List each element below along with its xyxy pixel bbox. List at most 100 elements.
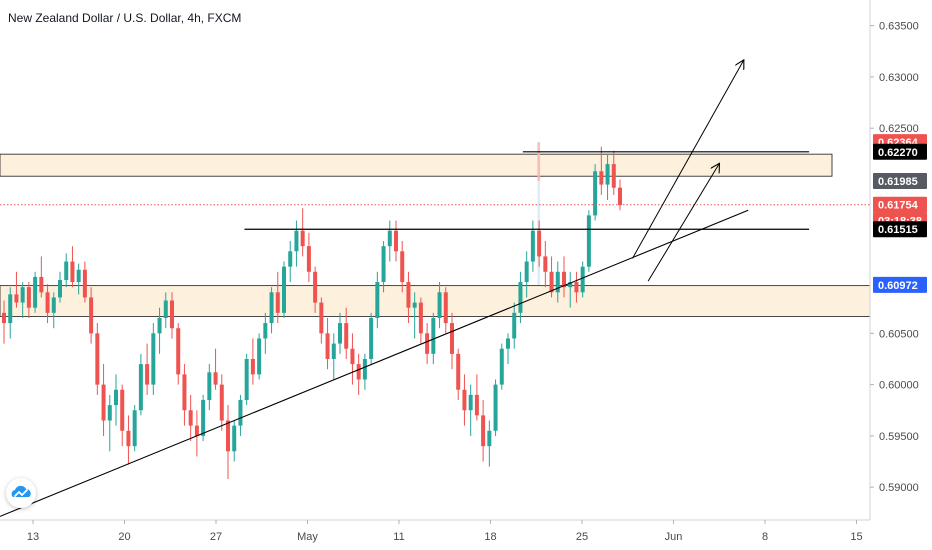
candle-body bbox=[176, 328, 181, 375]
price-tag bbox=[873, 143, 927, 160]
candle-body bbox=[8, 294, 13, 324]
price-tag-label: 0.60972 bbox=[878, 280, 918, 292]
candle-body bbox=[250, 358, 255, 375]
candle-body bbox=[593, 171, 598, 216]
candle-body bbox=[64, 261, 69, 280]
candle-body bbox=[381, 246, 386, 283]
candle-body bbox=[51, 297, 56, 313]
candle-body bbox=[387, 230, 392, 247]
time-tick-label: 20 bbox=[118, 531, 130, 543]
candle-body bbox=[282, 266, 286, 313]
candle-body bbox=[263, 323, 268, 339]
candle-body bbox=[45, 292, 50, 313]
candle-body bbox=[170, 300, 174, 329]
candle-body bbox=[188, 410, 193, 426]
candle-body bbox=[369, 317, 374, 359]
candle-body bbox=[481, 415, 486, 447]
lower-zone bbox=[0, 285, 871, 317]
candle-body bbox=[605, 164, 610, 185]
price-tick-label: 0.60500 bbox=[879, 328, 919, 340]
candle-body bbox=[518, 282, 523, 313]
candle-body bbox=[375, 282, 380, 318]
price-tick-label: 0.62500 bbox=[879, 123, 919, 135]
time-tick-label: 11 bbox=[393, 531, 404, 543]
candle-body bbox=[89, 297, 94, 334]
price-tag bbox=[873, 173, 927, 190]
candle-body bbox=[338, 323, 342, 344]
candle-body bbox=[599, 171, 604, 185]
candle-body bbox=[618, 187, 622, 206]
tradingview-cloud-icon[interactable] bbox=[6, 478, 36, 508]
price-tag-label: 0.61754 bbox=[878, 200, 919, 212]
candle-body bbox=[145, 364, 150, 385]
candle-body bbox=[450, 323, 454, 354]
price-tick-label: 0.59000 bbox=[879, 482, 919, 494]
price-tag bbox=[873, 221, 927, 238]
candle-body bbox=[138, 364, 143, 411]
candle-body bbox=[2, 312, 6, 324]
candle-body bbox=[39, 276, 44, 293]
candle-body bbox=[226, 420, 230, 452]
chart-title: New Zealand Dollar / U.S. Dollar, 4h, FX… bbox=[8, 11, 242, 25]
candle-body bbox=[425, 333, 430, 354]
candle-body bbox=[350, 348, 355, 365]
candle-body bbox=[362, 358, 367, 380]
candle-body bbox=[201, 400, 206, 436]
candle-body bbox=[325, 333, 330, 359]
time-tick-label: 18 bbox=[484, 531, 496, 543]
candle-body bbox=[400, 251, 405, 283]
price-tag bbox=[873, 196, 927, 213]
candle-body bbox=[331, 343, 336, 359]
time-tick-label: 15 bbox=[850, 531, 862, 543]
candle-body bbox=[163, 300, 168, 318]
upper-zone bbox=[0, 153, 833, 177]
candle-body bbox=[232, 425, 237, 452]
tradingview-cloud-icon-graphic bbox=[11, 485, 31, 497]
candle-body bbox=[394, 230, 398, 252]
projection-arrow-short bbox=[647, 163, 719, 282]
candle-body bbox=[437, 292, 442, 318]
candle-body bbox=[95, 333, 100, 385]
candle-body bbox=[580, 266, 585, 293]
candle-body bbox=[76, 269, 81, 283]
candle-body bbox=[512, 312, 517, 339]
price-tick-label: 0.63500 bbox=[879, 21, 919, 33]
candle-body bbox=[257, 338, 262, 375]
candle-body bbox=[487, 430, 492, 447]
time-tick-label: 27 bbox=[210, 531, 222, 543]
candle-body bbox=[506, 338, 510, 349]
candle-body bbox=[275, 292, 280, 313]
candle-body bbox=[356, 364, 361, 380]
candle-body bbox=[319, 302, 324, 334]
candle-body bbox=[238, 400, 243, 426]
candle-body bbox=[82, 269, 87, 298]
candle-body bbox=[126, 430, 131, 447]
ascending-trendline bbox=[0, 209, 749, 517]
candle-body bbox=[468, 394, 473, 411]
candle-body bbox=[157, 317, 162, 334]
candle-body bbox=[14, 294, 19, 303]
candle-body bbox=[269, 292, 274, 324]
candle-body bbox=[537, 230, 542, 257]
candle-body bbox=[574, 282, 579, 293]
candle-body bbox=[20, 287, 25, 303]
candle-body bbox=[33, 276, 38, 308]
zones-layer bbox=[0, 142, 871, 317]
time-tick-label: May bbox=[297, 531, 318, 543]
stop-loss-box bbox=[537, 142, 541, 182]
candle-body bbox=[194, 425, 199, 436]
candle-body bbox=[562, 271, 566, 288]
candle-body bbox=[244, 358, 249, 400]
candle-body bbox=[406, 282, 411, 308]
candle-body bbox=[26, 287, 31, 308]
candle-body bbox=[543, 256, 548, 272]
time-tick-label: 8 bbox=[762, 531, 768, 543]
candle-body bbox=[549, 271, 554, 293]
candle-body bbox=[313, 271, 318, 303]
price-tick-label: 0.63000 bbox=[879, 72, 919, 84]
candle-body bbox=[412, 302, 417, 308]
candle-body bbox=[530, 230, 535, 262]
candle-body bbox=[344, 323, 349, 349]
candle-body bbox=[182, 374, 187, 411]
